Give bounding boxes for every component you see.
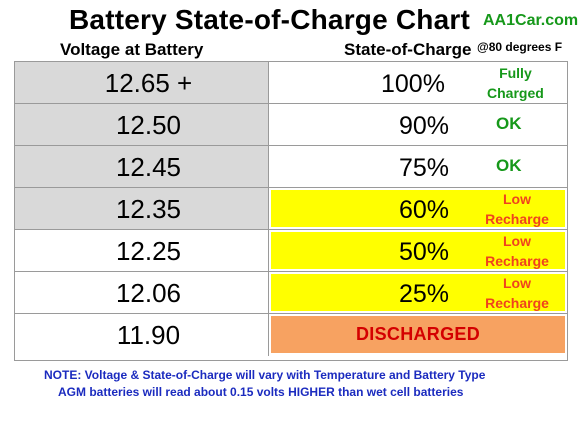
- voltage-value: 12.50: [115, 109, 182, 140]
- voltage-cell: 12.35: [15, 188, 269, 230]
- voltage-cell: 12.06: [15, 272, 269, 314]
- voltage-cell: 12.65 +: [15, 62, 269, 104]
- status-line: Recharge: [485, 295, 549, 311]
- status-line: Low: [503, 233, 531, 249]
- voltage-value: 12.25: [115, 235, 182, 266]
- status-line: OK: [496, 114, 522, 133]
- charge-highlight: [271, 190, 565, 227]
- charge-value: 90%: [399, 112, 450, 140]
- charge-cell: DISCHARGED: [269, 314, 567, 356]
- charge-cell: 90% OK: [269, 104, 567, 146]
- soc-table: 12.65 + 100% Fully Charged 12.50 90% OK …: [14, 61, 568, 361]
- discharged-label: DISCHARGED: [355, 324, 480, 344]
- charge-highlight: [271, 232, 565, 269]
- status-line: Recharge: [485, 253, 549, 269]
- table-row: 12.50 90% OK: [15, 104, 567, 146]
- status-line: Recharge: [485, 211, 549, 227]
- status-label: OK: [496, 156, 522, 176]
- voltage-column-header: Voltage at Battery: [60, 40, 204, 59]
- charge-cell: 75% OK: [269, 146, 567, 188]
- status-label: Low Recharge: [477, 189, 557, 229]
- charge-value: 60%: [399, 196, 450, 224]
- voltage-value: 12.06: [115, 277, 182, 308]
- charge-cell: 60% Low Recharge: [269, 188, 567, 230]
- charge-column-header: State-of-Charge: [344, 40, 472, 59]
- table-row: 12.06 25% Low Recharge: [15, 272, 567, 314]
- footnote-line: AGM batteries will read about 0.15 volts…: [58, 385, 464, 399]
- charge-value: 100%: [381, 70, 445, 98]
- temperature-note: @80 degrees F: [477, 40, 563, 54]
- charge-highlight: [271, 274, 565, 311]
- voltage-value: 12.35: [115, 193, 182, 224]
- charge-highlight: [271, 316, 565, 353]
- status-line: Low: [503, 191, 531, 207]
- voltage-value: 12.45: [115, 151, 182, 182]
- status-line: Fully: [499, 65, 532, 81]
- status-label: Low Recharge: [477, 231, 557, 271]
- table-row: 11.90 DISCHARGED: [15, 314, 567, 356]
- status-line: Charged: [487, 85, 544, 101]
- table-row: 12.45 75% OK: [15, 146, 567, 188]
- footnote: NOTE: Voltage & State-of-Charge will var…: [44, 367, 564, 401]
- voltage-cell: 12.45: [15, 146, 269, 188]
- charge-cell: 50% Low Recharge: [269, 230, 567, 272]
- brand-logo: AA1Car.com: [483, 12, 579, 29]
- footnote-line: NOTE: Voltage & State-of-Charge will var…: [44, 368, 486, 382]
- charge-value: 25%: [399, 280, 450, 308]
- table-row: 12.35 60% Low Recharge: [15, 188, 567, 230]
- charge-value: 75%: [399, 154, 450, 182]
- voltage-cell: 11.90: [15, 314, 269, 356]
- voltage-cell: 12.25: [15, 230, 269, 272]
- voltage-value: 11.90: [116, 319, 181, 350]
- status-label: Fully Charged: [487, 63, 544, 103]
- status-line: Low: [503, 275, 531, 291]
- charge-value: 50%: [399, 238, 450, 266]
- page-title: Battery State-of-Charge Chart: [69, 4, 470, 35]
- voltage-value: 12.65 +: [104, 67, 193, 98]
- table-row: 12.25 50% Low Recharge: [15, 230, 567, 272]
- charge-cell: 25% Low Recharge: [269, 272, 567, 314]
- status-label: OK: [496, 114, 522, 134]
- status-label: Low Recharge: [477, 273, 557, 313]
- table-row: 12.65 + 100% Fully Charged: [15, 62, 567, 104]
- voltage-cell: 12.50: [15, 104, 269, 146]
- charge-cell: 100% Fully Charged: [269, 62, 567, 104]
- status-line: OK: [496, 156, 522, 175]
